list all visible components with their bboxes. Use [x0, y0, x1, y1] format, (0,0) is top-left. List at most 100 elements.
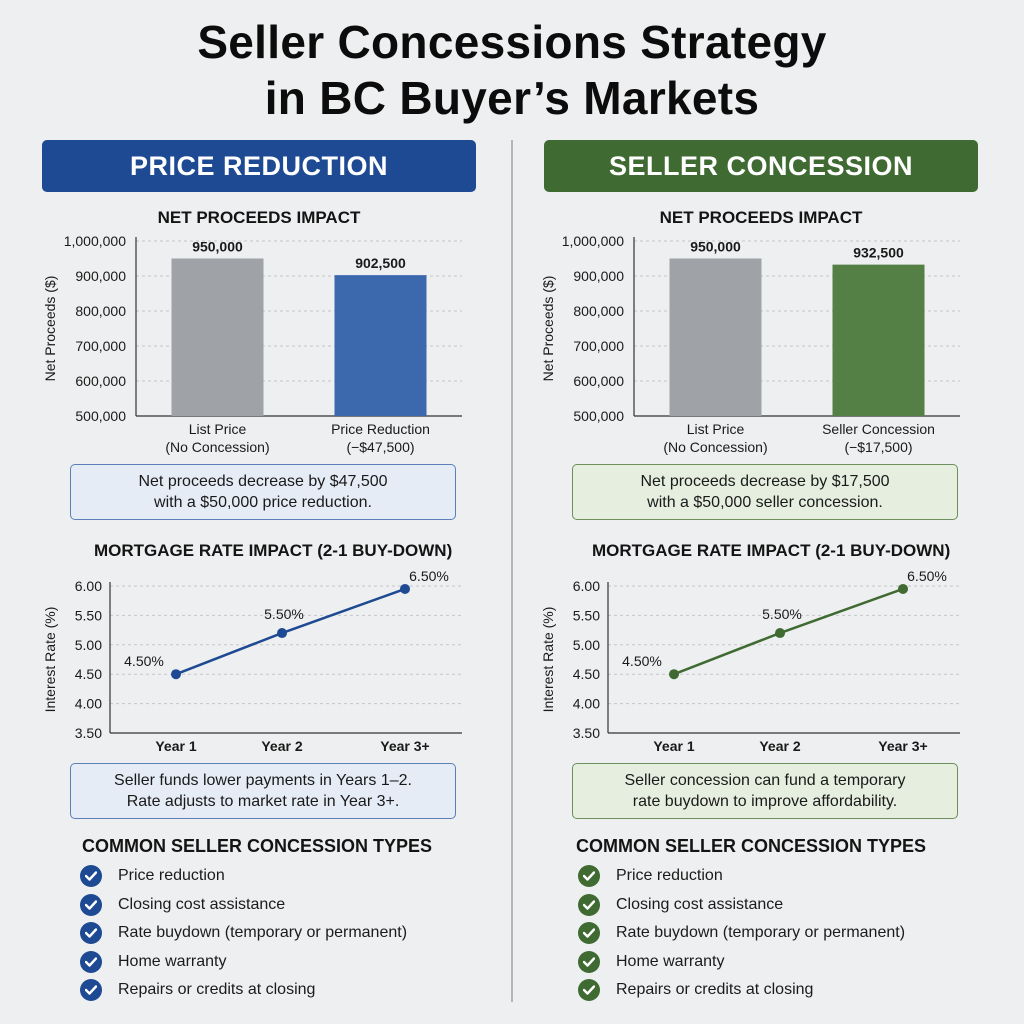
data-point: [775, 628, 785, 639]
list-item: Price reduction: [80, 862, 407, 891]
concession-types-list: Price reduction Closing cost assistance …: [80, 862, 407, 1005]
y-tick-label: 1,000,000: [562, 233, 624, 249]
bar: [171, 258, 264, 416]
y-axis-label: Interest Rate (%): [540, 607, 556, 713]
net-proceeds-title: NET PROCEEDS IMPACT: [157, 208, 361, 227]
concession-types-list: Price reduction Closing cost assistance …: [578, 862, 905, 1005]
series-line: [673, 587, 904, 676]
net-proceeds-note: Net proceeds decrease by $47,500 with a …: [70, 464, 456, 520]
list-item: Rate buydown (temporary or permanent): [578, 919, 905, 948]
y-axis-label: Interest Rate (%): [42, 607, 58, 713]
y-tick-label: 600,000: [75, 373, 126, 389]
list-item-label: Repairs or credits at closing: [616, 981, 814, 999]
y-tick-label: 700,000: [573, 338, 624, 354]
check-circle-icon: [80, 950, 102, 973]
mortgage-rate-title: MORTGAGE RATE IMPACT (2-1 BUY-DOWN): [592, 541, 951, 560]
y-tick-label: 500,000: [573, 408, 624, 424]
x-category-label: Year 2: [759, 738, 800, 754]
check-circle-icon: [80, 922, 102, 945]
title-line-1: Seller Concessions Strategy: [197, 16, 827, 68]
net-proceeds-title: NET PROCEEDS IMPACT: [659, 208, 863, 227]
check-circle-icon: [578, 979, 600, 1002]
bar-value-label: 950,000: [690, 239, 741, 255]
bar-value-label: 932,500: [853, 245, 904, 261]
y-tick-label: 800,000: [75, 303, 126, 319]
page-title: Seller Concessions Strategy in BC Buyer’…: [0, 14, 1024, 126]
y-tick-label: 500,000: [75, 408, 126, 424]
data-point: [669, 669, 679, 680]
bar: [669, 258, 762, 416]
y-tick-label: 5.00: [75, 637, 102, 653]
y-tick-label: 1,000,000: [64, 233, 126, 249]
mortgage-rate-chart: 3.50 4.00 4.50 5.00 5.50 6.00 Interest Rate (%…: [42, 568, 462, 754]
x-category-label: List Price: [687, 421, 745, 437]
note-line: with a $50,000 seller concession.: [647, 494, 883, 511]
check-circle-icon: [578, 865, 600, 888]
list-item: Closing cost assistance: [80, 891, 407, 920]
check-circle-icon: [578, 922, 600, 945]
list-item: Home warranty: [80, 948, 407, 977]
y-tick-label: 4.00: [573, 696, 600, 712]
note-line: Seller concession can fund a temporary: [624, 772, 906, 789]
list-item-label: Price reduction: [118, 867, 225, 885]
note-line: Rate adjusts to market rate in Year 3+.: [126, 793, 400, 810]
note-line: Seller funds lower payments in Years 1–2…: [114, 772, 412, 789]
list-item-label: Closing cost assistance: [616, 895, 784, 913]
x-category-label: (−$47,500): [346, 439, 414, 455]
y-tick-label: 700,000: [75, 338, 126, 354]
panel-header: SELLER CONCESSION: [544, 140, 978, 192]
list-item: Closing cost assistance: [578, 891, 905, 920]
mortgage-rate-chart: 3.50 4.00 4.50 5.00 5.50 6.00 Interest Rate (%…: [540, 568, 960, 754]
panel-divider: [511, 140, 513, 1002]
x-category-label: Year 2: [261, 738, 302, 754]
bar: [832, 264, 925, 416]
y-tick-label: 5.50: [75, 607, 102, 623]
data-label: 5.50%: [264, 606, 304, 622]
net-proceeds-chart: 500,000 600,000 700,000 800,000 900,000 1,000…: [540, 233, 960, 455]
y-tick-label: 3.50: [573, 725, 600, 741]
y-tick-label: 600,000: [573, 373, 624, 389]
x-category-label: Year 3+: [380, 738, 429, 754]
x-category-label: Year 1: [155, 738, 196, 754]
list-item-label: Rate buydown (temporary or permanent): [616, 924, 906, 942]
x-category-label: Year 3+: [878, 738, 927, 754]
data-label: 4.50%: [622, 653, 662, 669]
net-proceeds-note: Net proceeds decrease by $17,500 with a …: [572, 464, 958, 520]
data-point: [277, 628, 287, 639]
list-item: Price reduction: [578, 862, 905, 891]
list-item-label: Home warranty: [616, 952, 725, 970]
series-line: [175, 587, 406, 676]
list-item-label: Repairs or credits at closing: [118, 981, 316, 999]
y-tick-label: 6.00: [75, 578, 102, 594]
check-circle-icon: [578, 950, 600, 973]
data-point: [171, 669, 181, 680]
data-point: [400, 583, 410, 594]
y-axis-label: Net Proceeds ($): [42, 276, 58, 382]
bar-value-label: 950,000: [192, 239, 243, 255]
list-item: Repairs or credits at closing: [80, 976, 407, 1005]
note-line: Net proceeds decrease by $47,500: [138, 473, 388, 490]
y-tick-label: 6.00: [573, 578, 600, 594]
check-circle-icon: [80, 979, 102, 1002]
y-tick-label: 900,000: [573, 268, 624, 284]
data-label: 6.50%: [409, 568, 449, 584]
note-line: Net proceeds decrease by $17,500: [640, 473, 890, 490]
check-circle-icon: [80, 893, 102, 916]
x-category-label: Year 1: [653, 738, 694, 754]
concession-types-title: COMMON SELLER CONCESSION TYPES: [576, 836, 927, 856]
bar: [334, 275, 427, 416]
check-circle-icon: [578, 893, 600, 916]
concession-types-title: COMMON SELLER CONCESSION TYPES: [82, 836, 433, 856]
data-label: 6.50%: [907, 568, 947, 584]
x-category-label: (No Concession): [663, 439, 767, 455]
data-label: 5.50%: [762, 606, 802, 622]
x-category-label: List Price: [189, 421, 247, 437]
y-tick-label: 900,000: [75, 268, 126, 284]
y-tick-label: 4.50: [75, 666, 102, 682]
title-line-2: in BC Buyer’s Markets: [264, 72, 760, 124]
y-tick-label: 5.50: [573, 607, 600, 623]
mortgage-rate-title: MORTGAGE RATE IMPACT (2-1 BUY-DOWN): [94, 541, 453, 560]
note-line: with a $50,000 price reduction.: [154, 494, 372, 511]
list-item-label: Home warranty: [118, 952, 227, 970]
y-tick-label: 800,000: [573, 303, 624, 319]
